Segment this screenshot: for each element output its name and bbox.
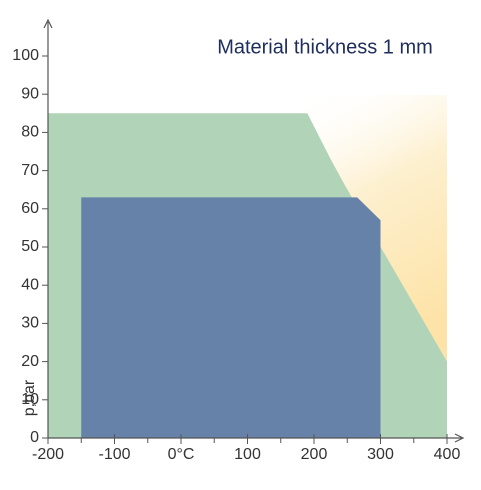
y-tick-label: 0	[30, 429, 39, 446]
y-tick-label: 70	[21, 162, 39, 179]
x-tick-label: 300	[367, 446, 394, 463]
y-tick-label: 100	[12, 47, 39, 64]
y-tick-label: 20	[21, 353, 39, 370]
x-tick-label: 100	[234, 446, 261, 463]
y-axis	[43, 18, 53, 438]
x-tick-label: -200	[32, 446, 64, 463]
y-tick-label: 60	[21, 200, 39, 217]
y-axis-label: p,bar	[21, 379, 38, 416]
y-tick-label: 40	[21, 276, 39, 293]
y-tick-label: 10	[21, 391, 39, 408]
y-tick-label: 90	[21, 85, 39, 102]
chart-title: Material thickness 1 mm	[217, 36, 433, 58]
x-tick-label: 0°C	[168, 446, 195, 463]
x-axis	[48, 433, 465, 443]
y-tick-label: 80	[21, 124, 39, 141]
x-tick-label: 400	[434, 446, 461, 463]
x-tick-label: 200	[301, 446, 328, 463]
y-tick-label: 50	[21, 238, 39, 255]
area	[81, 197, 381, 438]
y-tick-label: 30	[21, 315, 39, 332]
x-tick-label: -100	[98, 446, 130, 463]
